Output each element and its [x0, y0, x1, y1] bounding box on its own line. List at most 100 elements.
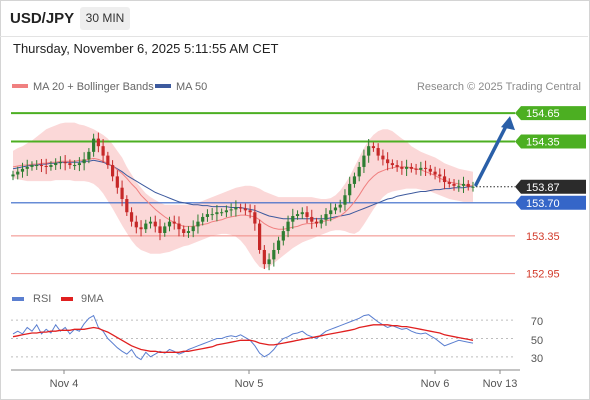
candle-body [324, 214, 328, 220]
candle-body [400, 166, 404, 169]
bollinger-band-fill [13, 122, 473, 269]
candle-body [106, 155, 110, 166]
rsi-grid [11, 319, 515, 358]
level-label-153.35: 153.35 [526, 231, 560, 243]
candle-body [186, 231, 191, 233]
candle-body [16, 171, 20, 175]
candle-body [319, 219, 323, 224]
price-candles [11, 132, 475, 271]
candle-body [286, 221, 290, 232]
candle-body [466, 183, 470, 187]
candle-body [201, 216, 205, 222]
candle-body [220, 212, 224, 214]
candle-body [210, 214, 214, 216]
candle-body [87, 151, 91, 160]
candle-body [148, 221, 153, 224]
candle-body [381, 155, 385, 160]
candle-body [191, 226, 195, 232]
forecast-arrow-head [501, 116, 515, 131]
header-divider [0, 36, 588, 37]
candle-body [120, 187, 124, 200]
rsi-ma-line [12, 324, 474, 353]
candle-body [30, 165, 34, 167]
candle-body [409, 166, 413, 169]
ma50-line [12, 159, 473, 220]
candle-body [253, 212, 257, 224]
candle-body [153, 221, 157, 227]
candle-body [348, 183, 352, 196]
x-tick-nov6: Nov 6 [421, 378, 450, 390]
candle-body [234, 207, 238, 210]
candle-body [196, 221, 200, 227]
candle-body [300, 212, 304, 215]
x-tick-nov5: Nov 5 [235, 378, 264, 390]
candle-body [96, 138, 100, 147]
candle-body [239, 207, 243, 209]
legend-label-rsi: RSI [33, 293, 51, 305]
price-levels [11, 112, 515, 275]
candle-body [295, 214, 300, 217]
candle-body [73, 165, 77, 167]
candle-body [177, 223, 181, 230]
candle-body [433, 171, 437, 175]
candle-body [35, 165, 39, 167]
candle-body [471, 186, 475, 188]
candle-body [276, 240, 281, 250]
candle-body [77, 163, 81, 166]
candle-body [386, 159, 390, 164]
candle-body [20, 168, 25, 172]
candle-body [457, 185, 461, 187]
legend-label-9ma: 9MA [81, 293, 104, 305]
candle-body [428, 168, 432, 172]
candle-body [395, 165, 399, 167]
candle-body [101, 146, 105, 156]
candle-body [314, 221, 319, 224]
candle-body [390, 163, 394, 166]
candle-body [310, 216, 314, 222]
forecast-arrow-shaft [474, 124, 508, 187]
candle-body [438, 174, 442, 177]
candle-body [414, 168, 418, 170]
legend-swatch-rsi [12, 297, 24, 301]
level-tag-154.65 [515, 106, 586, 121]
candle-body [134, 221, 138, 228]
candle-body [461, 183, 466, 186]
candle-body [243, 208, 247, 211]
x-tick-nov4: Nov 4 [50, 378, 79, 390]
candle-body [452, 183, 456, 186]
candle-body [338, 204, 342, 208]
legend-label-ma50: MA 50 [176, 81, 207, 93]
candle-body [144, 223, 148, 230]
legend-swatch-ma50 [155, 84, 171, 88]
rsi-tick-70: 70 [531, 316, 543, 328]
candle-body [376, 148, 380, 156]
legend-swatch-ma20 [12, 84, 28, 88]
level-tag-154.35 [515, 134, 586, 149]
candle-body [205, 214, 210, 217]
candle-body [172, 221, 176, 224]
candle-body [272, 249, 276, 260]
price-level-labels: 154.65 154.35 153.87 153.70 153.35 152.95 [515, 106, 586, 281]
candle-body [291, 216, 295, 222]
candle-body [54, 163, 58, 166]
timeframe-button[interactable]: 30 MIN [80, 7, 130, 30]
candle-body [139, 227, 143, 230]
candle-body [44, 165, 48, 167]
candle-body [224, 210, 229, 213]
candle-body [305, 212, 309, 217]
candle-body [92, 138, 96, 152]
level-tag-153.87 [515, 179, 586, 194]
candle-body [125, 199, 129, 213]
level-label-153.70: 153.70 [526, 198, 560, 210]
candle-body [281, 231, 285, 241]
candle-body [357, 166, 361, 177]
candle-body [68, 163, 72, 166]
level-label-154.35: 154.35 [526, 136, 560, 148]
candle-body [63, 162, 67, 164]
candle-body [167, 221, 172, 227]
candle-body [405, 166, 409, 169]
candle-body [110, 165, 115, 177]
legend-label-ma20: MA 20 + Bollinger Bands [33, 81, 154, 93]
level-label-154.65: 154.65 [526, 108, 560, 120]
candle-body [49, 165, 53, 167]
